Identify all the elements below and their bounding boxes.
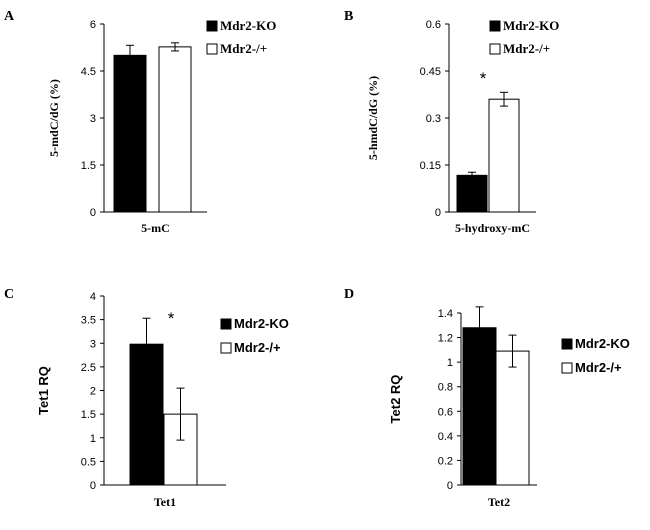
y-axis-label: 5-hmdC/dG (%): [366, 76, 380, 160]
y-axis-label: Tet1 RQ: [36, 366, 51, 415]
y-tick-label: 0: [447, 480, 453, 492]
y-tick-label: 2.5: [81, 362, 96, 374]
legend-label: Mdr2-KO: [503, 18, 559, 33]
bar-mdr2-het: [488, 98, 520, 213]
chart-panel-b: B 0 0.15 0.3 0.45 0.6 5-hmdC/dG (%) 5-hydroxy-m…: [344, 9, 559, 235]
y-tick-label: 3: [90, 113, 96, 125]
y-tick-label: 0.8: [438, 382, 453, 394]
bar-mdr2-ko: [113, 54, 147, 213]
legend-label: Mdr2-KO: [220, 18, 276, 33]
legend-swatch: [206, 20, 218, 32]
y-tick-label: 0.6: [426, 19, 441, 31]
y-tick-label: 1.5: [81, 160, 96, 172]
y-axis-label: 5-mdC/dG (%): [47, 79, 61, 157]
y-tick-label: 1: [90, 433, 96, 445]
y-tick-label: 0: [435, 207, 441, 219]
chart-panel-a: A 0 1.5 3 4.5 6 5-mdC/dG (%) 5-mC Mdr2-KO Mdr2-/+: [4, 9, 276, 235]
legend-swatch: [489, 43, 501, 55]
legend-swatch: [561, 338, 573, 350]
significance-marker: *: [480, 69, 487, 88]
bar-mdr2-ko: [462, 327, 497, 486]
y-tick-label: 3.5: [81, 315, 96, 327]
panel-label: B: [344, 9, 353, 24]
x-axis-label: Tet1: [154, 495, 176, 509]
legend-label: Mdr2-/+: [575, 360, 622, 375]
y-tick-label: 0.45: [420, 66, 441, 78]
legend-label: Mdr2-KO: [234, 316, 289, 331]
legend-swatch: [561, 362, 573, 374]
y-tick-label: 0: [90, 207, 96, 219]
chart-panel-c: C 0 0.5 1 1.5 2 2.5 3 3.5 4 Tet1 RQ Tet1 * Mdr2-KO Mdr…: [4, 287, 289, 509]
legend-swatch: [206, 43, 218, 55]
y-tick-label: 0.5: [81, 456, 96, 468]
y-tick-label: 6: [90, 19, 96, 31]
legend-label: Mdr2-KO: [575, 336, 630, 351]
panel-label: A: [4, 9, 15, 24]
y-tick-label: 1.2: [438, 333, 453, 345]
panel-label: D: [344, 287, 354, 302]
legend-label: Mdr2-/+: [503, 41, 550, 56]
y-tick-label: 0.15: [420, 160, 441, 172]
legend-label: Mdr2-/+: [220, 41, 267, 56]
legend-swatch: [220, 318, 232, 330]
legend-swatch: [489, 20, 501, 32]
y-tick-label: 4: [90, 291, 96, 303]
significance-marker: *: [168, 309, 175, 328]
bar-mdr2-ko: [456, 174, 488, 213]
chart-panel-d: D 0 0.2 0.4 0.6 0.8 1 1.2 1.4 Tet2 RQ Tet2 Mdr2-KO M…: [344, 287, 630, 509]
x-axis-label: 5-mC: [141, 221, 170, 235]
legend-swatch: [220, 342, 232, 354]
bar-mdr2-het: [495, 350, 530, 486]
x-axis-label: Tet2: [488, 495, 510, 509]
legend-label: Mdr2-/+: [234, 340, 281, 355]
x-axis-label: 5-hydroxy-mC: [455, 221, 530, 235]
y-tick-label: 4.5: [81, 66, 96, 78]
y-tick-label: 0.6: [438, 406, 453, 418]
y-tick-label: 0.3: [426, 113, 441, 125]
y-tick-label: 3: [90, 338, 96, 350]
y-axis-label: Tet2 RQ: [388, 375, 403, 424]
y-tick-label: 0: [90, 480, 96, 492]
y-tick-label: 1: [447, 357, 453, 369]
y-tick-label: 0.4: [438, 431, 453, 443]
bar-mdr2-het: [158, 46, 192, 213]
y-tick-label: 0.2: [438, 455, 453, 467]
y-tick-label: 1.4: [438, 308, 453, 320]
y-tick-label: 2: [90, 386, 96, 398]
y-tick-label: 1.5: [81, 409, 96, 421]
panel-label: C: [4, 287, 14, 302]
